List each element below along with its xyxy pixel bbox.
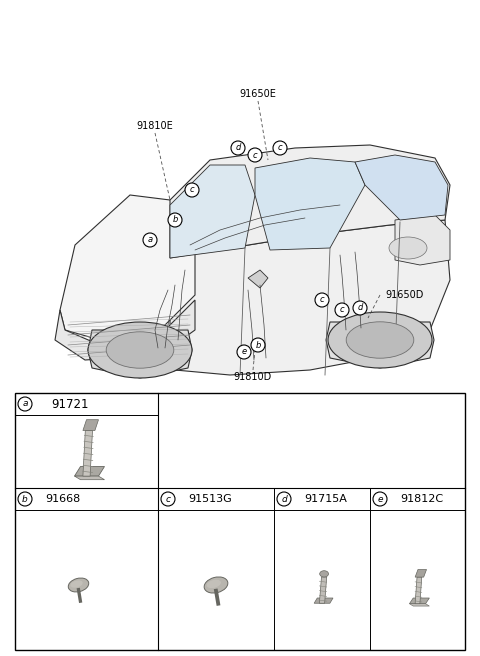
Ellipse shape <box>346 322 414 358</box>
Ellipse shape <box>328 312 432 368</box>
Ellipse shape <box>204 577 228 593</box>
Circle shape <box>237 345 251 359</box>
Polygon shape <box>395 215 450 265</box>
Polygon shape <box>255 158 365 250</box>
Text: 91810E: 91810E <box>137 121 173 131</box>
Ellipse shape <box>389 237 427 259</box>
Text: 91650D: 91650D <box>385 290 423 300</box>
Circle shape <box>18 397 32 411</box>
Circle shape <box>277 492 291 506</box>
Polygon shape <box>409 598 430 604</box>
Circle shape <box>18 492 32 506</box>
Polygon shape <box>88 330 192 378</box>
Polygon shape <box>74 466 105 476</box>
Text: a: a <box>22 400 28 409</box>
Ellipse shape <box>71 581 83 588</box>
Circle shape <box>231 141 245 155</box>
Polygon shape <box>326 322 434 368</box>
Text: d: d <box>357 304 363 312</box>
Text: c: c <box>340 306 344 314</box>
Ellipse shape <box>207 580 221 588</box>
Circle shape <box>353 301 367 315</box>
Text: b: b <box>172 216 178 224</box>
Polygon shape <box>60 195 195 340</box>
Circle shape <box>273 141 287 155</box>
Text: c: c <box>278 144 282 152</box>
Polygon shape <box>83 420 98 430</box>
Polygon shape <box>355 155 448 220</box>
Text: c: c <box>320 295 324 304</box>
Text: c: c <box>252 150 257 159</box>
Text: 91812C: 91812C <box>400 494 443 504</box>
Text: c: c <box>166 495 170 504</box>
Polygon shape <box>170 165 255 258</box>
Text: e: e <box>377 495 383 504</box>
Circle shape <box>168 213 182 227</box>
Circle shape <box>315 293 329 307</box>
Text: 91513G: 91513G <box>188 494 232 504</box>
Text: d: d <box>235 144 240 152</box>
Polygon shape <box>314 598 333 604</box>
Ellipse shape <box>68 578 89 592</box>
Polygon shape <box>415 577 422 604</box>
Circle shape <box>248 148 262 162</box>
Circle shape <box>251 338 265 352</box>
Text: 91810D: 91810D <box>234 372 272 382</box>
Polygon shape <box>248 270 268 288</box>
Polygon shape <box>83 430 93 476</box>
Polygon shape <box>120 220 450 375</box>
Polygon shape <box>170 145 450 258</box>
Ellipse shape <box>106 332 174 368</box>
Text: e: e <box>241 348 247 356</box>
Circle shape <box>335 303 349 317</box>
Circle shape <box>143 233 157 247</box>
Text: 91715A: 91715A <box>304 494 347 504</box>
Text: 91668: 91668 <box>45 494 80 504</box>
Text: b: b <box>255 340 261 350</box>
Bar <box>15 393 465 650</box>
Text: 91650E: 91650E <box>240 89 276 99</box>
Text: a: a <box>147 236 153 245</box>
Text: 91721: 91721 <box>51 398 89 411</box>
Circle shape <box>373 492 387 506</box>
Ellipse shape <box>320 571 328 577</box>
Polygon shape <box>55 300 195 360</box>
Text: b: b <box>22 495 28 504</box>
Ellipse shape <box>88 322 192 378</box>
Circle shape <box>185 183 199 197</box>
Circle shape <box>161 492 175 506</box>
Polygon shape <box>415 569 427 577</box>
Text: c: c <box>190 186 194 194</box>
Text: d: d <box>281 495 287 504</box>
Polygon shape <box>409 604 430 606</box>
Polygon shape <box>74 476 105 480</box>
Polygon shape <box>319 577 327 604</box>
